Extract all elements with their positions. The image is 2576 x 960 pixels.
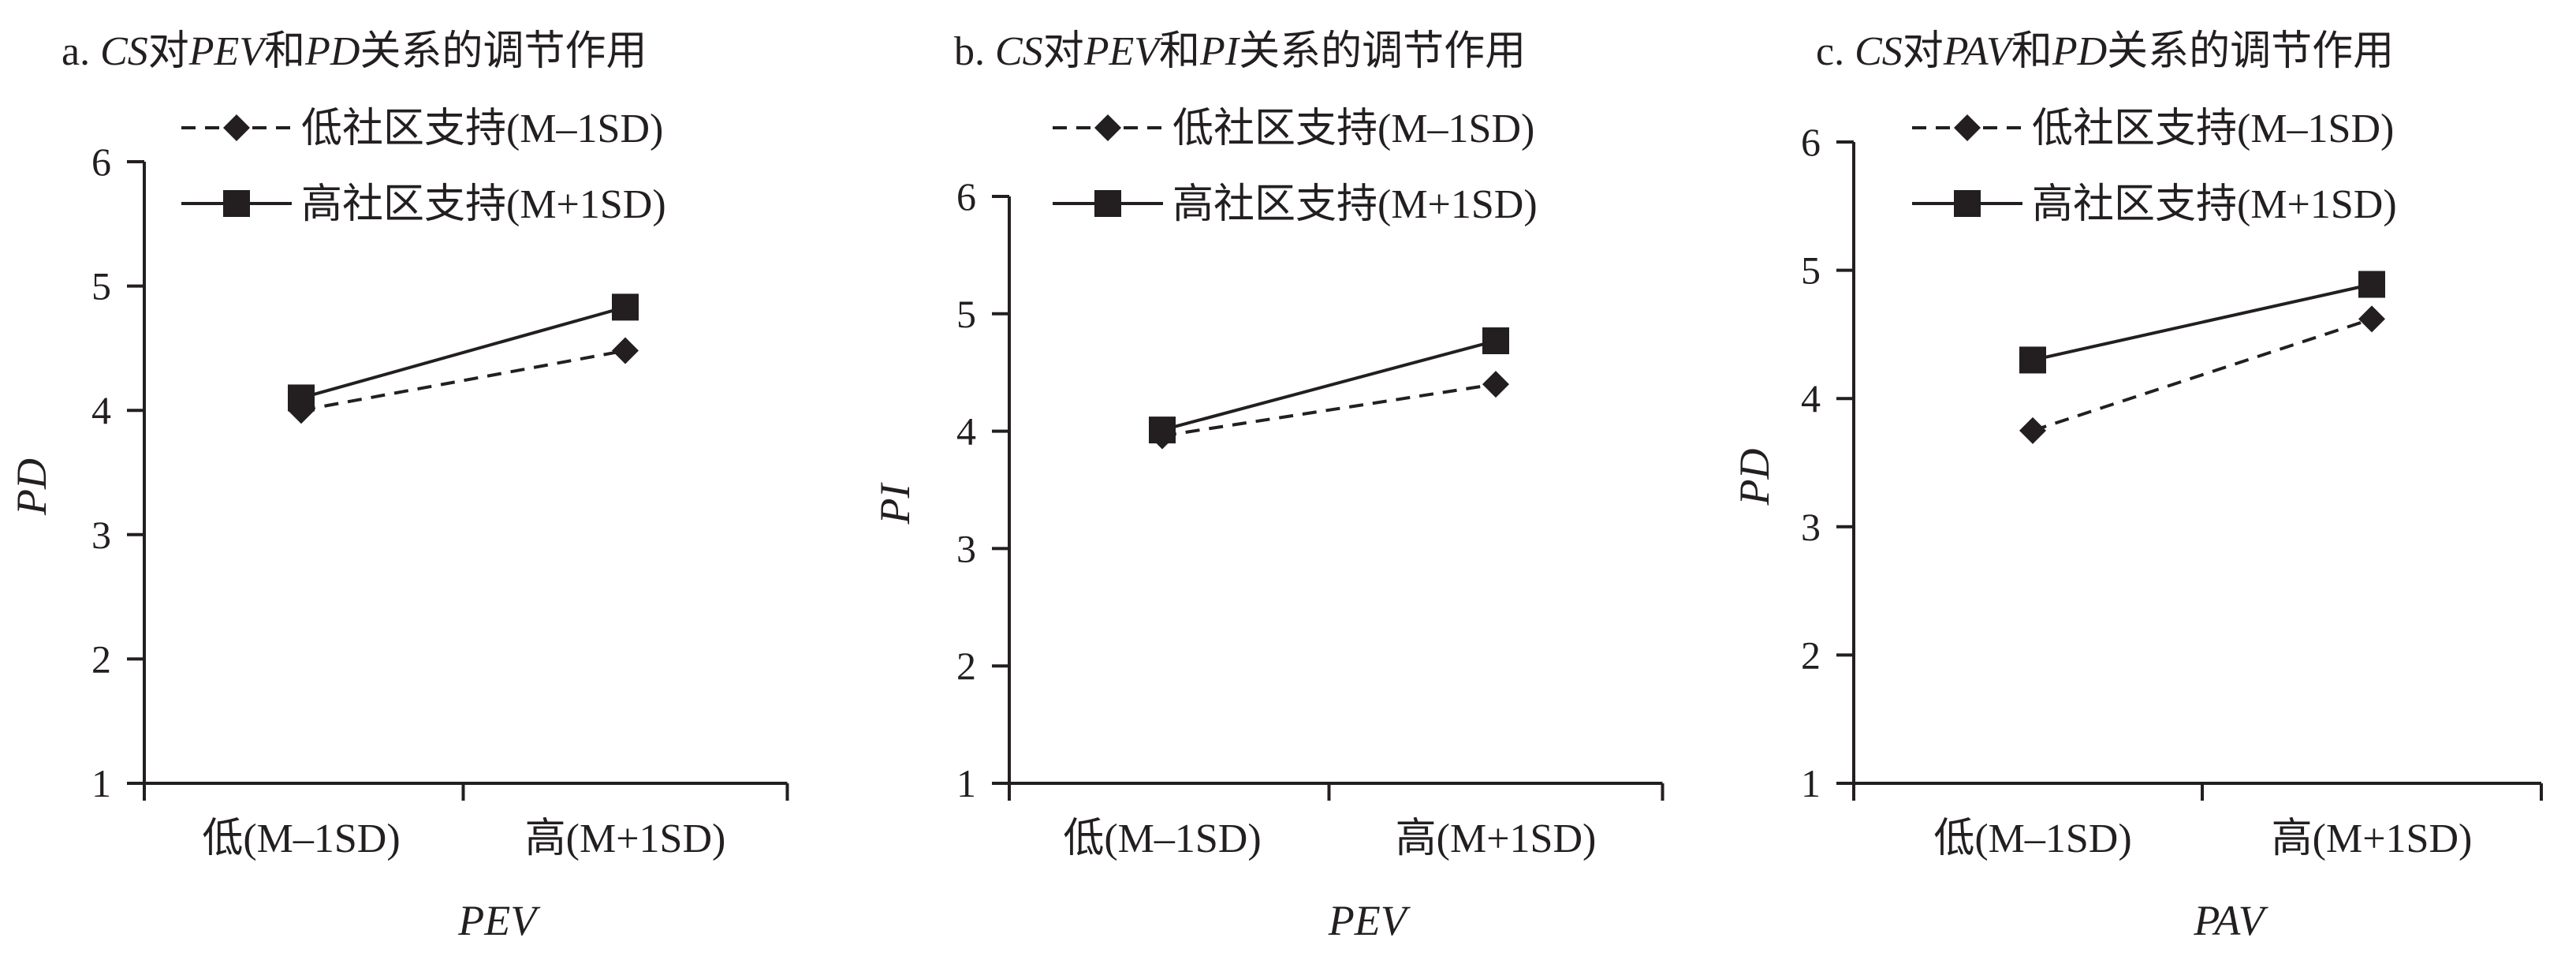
title-connector: 和: [264, 29, 305, 74]
y-axis-label: PD: [8, 458, 55, 516]
legend-label: 低社区支持(M–1SD): [1172, 106, 1534, 151]
y-tick-label: 4: [956, 409, 976, 454]
x-tick-label: 高(M+1SD): [2272, 816, 2473, 861]
data-point-square: [2358, 271, 2385, 298]
y-axis-label: PI: [871, 481, 919, 525]
title-predictor: PEV: [188, 29, 269, 74]
series-high-support: [2019, 271, 2385, 374]
series-line: [2032, 317, 2373, 432]
y-tick-label: 4: [91, 388, 111, 432]
legend-label: 高社区支持(M+1SD): [2032, 182, 2397, 227]
title-moderator: CS: [1855, 29, 1903, 74]
y-tick-label: 3: [1801, 505, 1821, 549]
data-point-diamond: [1482, 371, 1509, 398]
title-suffix: 关系的调节作用: [2107, 29, 2394, 74]
series-line: [300, 305, 626, 400]
y-tick-label: 5: [91, 264, 111, 308]
y-tick-label: 5: [1801, 248, 1821, 293]
data-point-square: [612, 293, 639, 321]
data-point-square: [2019, 346, 2046, 374]
legend-label: 高社区支持(M+1SD): [1172, 182, 1538, 227]
chart-title: c. CS对PAV和PD关系的调节作用: [1816, 29, 2394, 74]
legend-label: 高社区支持(M+1SD): [301, 182, 666, 227]
y-axis-label: PD: [1731, 449, 1778, 506]
legend-entry: 高社区支持(M+1SD): [181, 182, 666, 227]
y-tick-label: 3: [91, 513, 111, 557]
x-axis-label: PEV: [1328, 897, 1411, 944]
title-outcome: PI: [1199, 29, 1241, 74]
legend-marker-diamond: [223, 114, 250, 141]
title-suffix: 关系的调节作用: [1239, 29, 1526, 74]
x-tick-label: 低(M–1SD): [1933, 816, 2131, 861]
legend-label: 低社区支持(M–1SD): [2032, 106, 2394, 151]
title-moderator: CS: [100, 29, 148, 74]
y-tick-label: 2: [1801, 633, 1821, 677]
series-line: [2032, 282, 2373, 362]
title-outcome: PD: [2052, 29, 2107, 74]
y-tick-label: 6: [956, 174, 976, 219]
title-outcome: PD: [304, 29, 360, 74]
chart-title: b. CS对PEV和PI关系的调节作用: [954, 29, 1526, 74]
data-point-square: [1482, 327, 1509, 355]
y-tick-label: 5: [956, 292, 976, 336]
y-tick-label: 6: [1801, 120, 1821, 164]
data-point-diamond: [2019, 416, 2046, 444]
legend-entry: 高社区支持(M+1SD): [1912, 182, 2397, 227]
y-tick-label: 3: [956, 526, 976, 570]
series-low-support: [288, 337, 639, 424]
legend-label: 低社区支持(M–1SD): [301, 106, 663, 151]
title-prefix: c.: [1816, 29, 1855, 74]
x-tick-label: 低(M–1SD): [1063, 816, 1261, 861]
legend-marker-square: [1954, 190, 1981, 217]
series-high-support: [1149, 327, 1509, 444]
y-tick-label: 2: [91, 637, 111, 681]
series-low-support: [1149, 371, 1509, 450]
title-connector: 和: [1159, 29, 1200, 74]
title-suffix: 关系的调节作用: [360, 29, 647, 74]
x-tick-label: 高(M+1SD): [525, 816, 726, 861]
legend-entry: 高社区支持(M+1SD): [1053, 182, 1538, 227]
y-tick-label: 2: [956, 644, 976, 688]
series-line: [1161, 383, 1497, 438]
data-point-square: [1149, 416, 1176, 444]
title-connector: 对: [1903, 29, 1944, 74]
x-tick-label: 高(M+1SD): [1396, 816, 1597, 861]
series-line: [1161, 339, 1497, 432]
data-point-square: [288, 384, 315, 412]
legend-marker-diamond: [1954, 114, 1981, 141]
legend-entry: 低社区支持(M–1SD): [1053, 106, 1534, 151]
title-connector: 和: [2011, 29, 2052, 74]
legend-marker-diamond: [1094, 114, 1121, 141]
y-tick-label: 1: [956, 761, 976, 805]
title-predictor: PEV: [1083, 29, 1164, 74]
y-tick-label: 4: [1801, 376, 1821, 420]
title-predictor: PAV: [1943, 29, 2015, 74]
legend-marker-square: [1094, 190, 1121, 217]
x-axis-label: PEV: [457, 897, 541, 944]
title-prefix: a.: [62, 29, 100, 74]
data-point-diamond: [612, 337, 639, 364]
legend-marker-square: [223, 190, 250, 217]
y-tick-label: 1: [91, 761, 111, 805]
title-connector: 对: [148, 29, 189, 74]
title-connector: 对: [1043, 29, 1084, 74]
data-point-diamond: [2358, 305, 2385, 333]
y-tick-label: 1: [1801, 761, 1821, 805]
title-moderator: CS: [995, 29, 1043, 74]
x-tick-label: 低(M–1SD): [202, 816, 400, 861]
title-prefix: b.: [954, 29, 995, 74]
series-line: [300, 349, 626, 413]
legend-entry: 低社区支持(M–1SD): [1912, 106, 2394, 151]
x-axis-label: PAV: [2193, 897, 2268, 944]
series-high-support: [288, 293, 639, 412]
chart-title: a. CS对PEV和PD关系的调节作用: [62, 29, 647, 74]
series-low-support: [2019, 305, 2385, 444]
y-tick-label: 6: [91, 140, 111, 184]
legend-entry: 低社区支持(M–1SD): [181, 106, 663, 151]
